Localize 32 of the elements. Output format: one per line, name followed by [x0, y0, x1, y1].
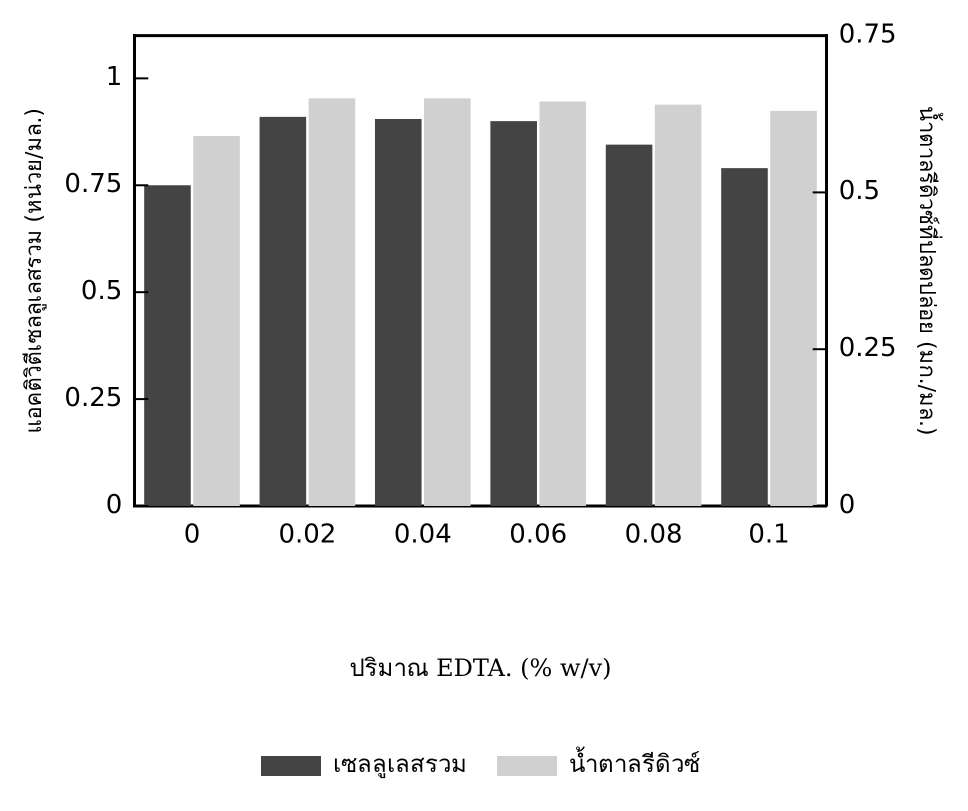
bar: [260, 116, 306, 506]
x-tick-label: 0.08: [624, 519, 683, 550]
bar: [721, 168, 768, 506]
y-tick-label: 0.25: [64, 382, 122, 413]
bar: [424, 98, 471, 506]
y2-tick-label: 0: [838, 490, 856, 520]
bar: [193, 136, 240, 506]
y-axis-title: แอคติวิตีเซลลูเลสรวม (หน่วย/มล.): [22, 108, 47, 434]
bar: [374, 118, 422, 506]
y-tick-label: 0.75: [64, 169, 122, 200]
y-tick-label: 0.5: [80, 276, 122, 306]
legend-label: เซลลูเลสรวม: [333, 750, 467, 780]
x-tick-label: 0.06: [509, 519, 568, 550]
x-tick-label: 0.02: [278, 519, 336, 550]
y2-tick-label: 0.25: [838, 332, 897, 363]
bar: [539, 101, 586, 506]
bar: [654, 104, 702, 506]
legend-label: น้ำตาลรีดิวซ์: [569, 746, 700, 778]
x-axis-title: ปริมาณ EDTA. (% w/v): [349, 654, 612, 682]
y-tick-label: 0: [106, 490, 122, 520]
x-tick-label: 0.04: [394, 519, 452, 550]
y2-axis-title: น้ำตาลรีดิวซ์ที่ปลดปล่อย (มก./มล.): [914, 106, 944, 436]
bar: [606, 144, 652, 506]
bar: [144, 185, 191, 506]
y2-tick-label: 0.5: [838, 176, 880, 206]
y-tick-label: 1: [106, 62, 122, 92]
bar: [770, 110, 817, 506]
bar: [308, 98, 356, 506]
bar: [490, 121, 537, 506]
x-tick-label: 0.1: [748, 519, 790, 550]
x-tick-label: 0: [184, 519, 200, 550]
y2-tick-label: 0.75: [838, 19, 897, 50]
